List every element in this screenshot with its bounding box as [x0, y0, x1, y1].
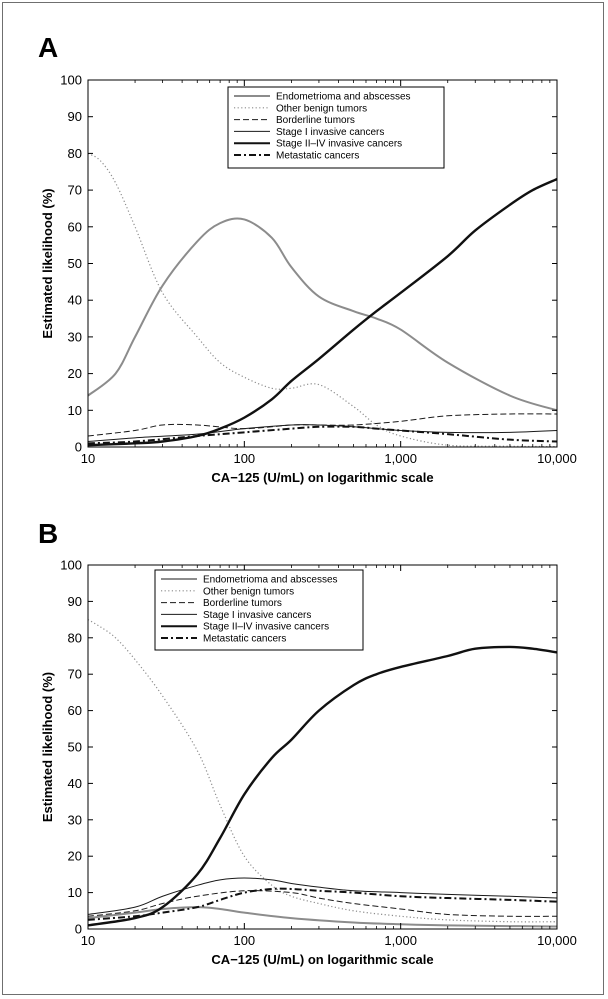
y-axis-label: Estimated likelihood (%): [40, 188, 55, 338]
y-tick-label: 80: [68, 630, 82, 645]
y-tick-label: 20: [68, 366, 82, 381]
y-tick-label: 90: [68, 109, 82, 124]
legend-box: [154, 569, 364, 651]
y-tick-label: 0: [75, 440, 82, 455]
legend-entry: Stage II–IV invasive cancers: [203, 622, 329, 633]
legend-entry: Metastatic cancers: [203, 634, 286, 645]
y-tick-label: 100: [60, 73, 82, 88]
series-line-1: [88, 217, 557, 412]
x-tick-label: 10,000: [537, 933, 577, 948]
legend-entry: Stage I invasive cancers: [203, 610, 311, 621]
x-axis-label: CA−125 (U/mL) on logarithmic scale: [211, 470, 433, 485]
y-tick-label: 20: [68, 849, 82, 864]
series-line-4: [88, 877, 557, 915]
y-tick-label: 60: [68, 219, 82, 234]
y-tick-label: 30: [68, 812, 82, 827]
legend-entry: Stage I invasive cancers: [276, 127, 384, 138]
series-line-6: [88, 887, 557, 921]
legend-entry: Other benign tumors: [276, 103, 367, 114]
x-axis-label: CA−125 (U/mL) on logarithmic scale: [211, 952, 433, 967]
y-tick-label: 60: [68, 703, 82, 718]
x-tick-label: 1,000: [384, 933, 417, 948]
legend-entry: Stage II–IV invasive cancers: [276, 139, 402, 150]
y-tick-label: 70: [68, 183, 82, 198]
y-axis-label: Estimated likelihood (%): [40, 672, 55, 822]
panel-letter: B: [38, 518, 58, 549]
y-tick-label: 90: [68, 594, 82, 609]
legend-entry: Other benign tumors: [203, 586, 294, 597]
series-line-5: [88, 645, 557, 927]
series-line-5: [88, 177, 557, 447]
legend-entry: Endometrioma and abscesses: [203, 575, 338, 586]
y-tick-label: 100: [60, 558, 82, 573]
x-tick-label: 10: [81, 451, 95, 466]
series-line-3: [88, 890, 557, 917]
y-tick-label: 40: [68, 293, 82, 308]
x-tick-label: 1,000: [384, 451, 417, 466]
y-tick-label: 0: [75, 922, 82, 937]
legend-entry: Borderline tumors: [203, 598, 282, 609]
y-tick-label: 50: [68, 256, 82, 271]
series-group: [88, 152, 557, 447]
y-tick-label: 40: [68, 776, 82, 791]
x-tick-label: 10,000: [537, 451, 577, 466]
series-line-6: [88, 425, 557, 445]
y-tick-label: 30: [68, 329, 82, 344]
series-line-4: [88, 424, 557, 442]
series-line-2: [88, 619, 557, 923]
legend-entry: Metastatic cancers: [276, 151, 359, 162]
x-tick-label: 100: [233, 933, 255, 948]
series-line-2: [88, 152, 557, 447]
y-tick-label: 70: [68, 667, 82, 682]
y-tick-label: 80: [68, 146, 82, 161]
x-tick-label: 10: [81, 933, 95, 948]
y-tick-label: 50: [68, 740, 82, 755]
legend-entry: Endometrioma and abscesses: [276, 92, 411, 103]
series-group: [88, 619, 557, 928]
y-tick-label: 10: [68, 403, 82, 418]
legend-entry: Borderline tumors: [276, 115, 355, 126]
panel-letter: A: [38, 32, 58, 63]
x-tick-label: 100: [233, 451, 255, 466]
y-tick-label: 10: [68, 885, 82, 900]
